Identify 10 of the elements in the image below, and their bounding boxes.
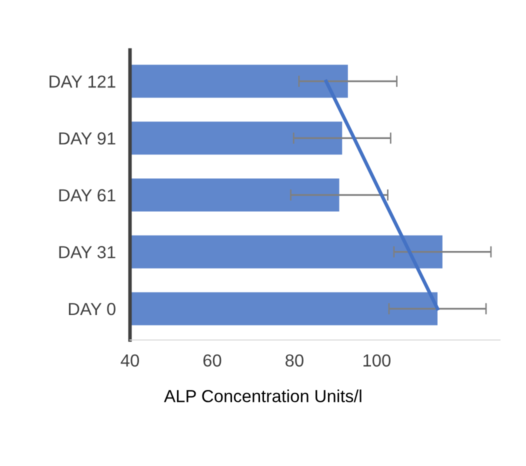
y-tick-label: DAY 91 bbox=[59, 132, 116, 145]
x-tick-label: 100 bbox=[364, 354, 390, 367]
y-tick-label: DAY 31 bbox=[59, 246, 116, 258]
x-tick-label: 80 bbox=[286, 354, 304, 367]
y-tick-label: DAY 0 bbox=[68, 302, 116, 316]
x-tick-label: 40 bbox=[120, 354, 139, 367]
x-axis-title: ALP Concentration Units/l bbox=[164, 390, 362, 402]
x-tick-label: 60 bbox=[203, 354, 222, 367]
y-tick-label: DAY 121 bbox=[50, 75, 116, 88]
y-tick-label: DAY 61 bbox=[59, 189, 116, 202]
